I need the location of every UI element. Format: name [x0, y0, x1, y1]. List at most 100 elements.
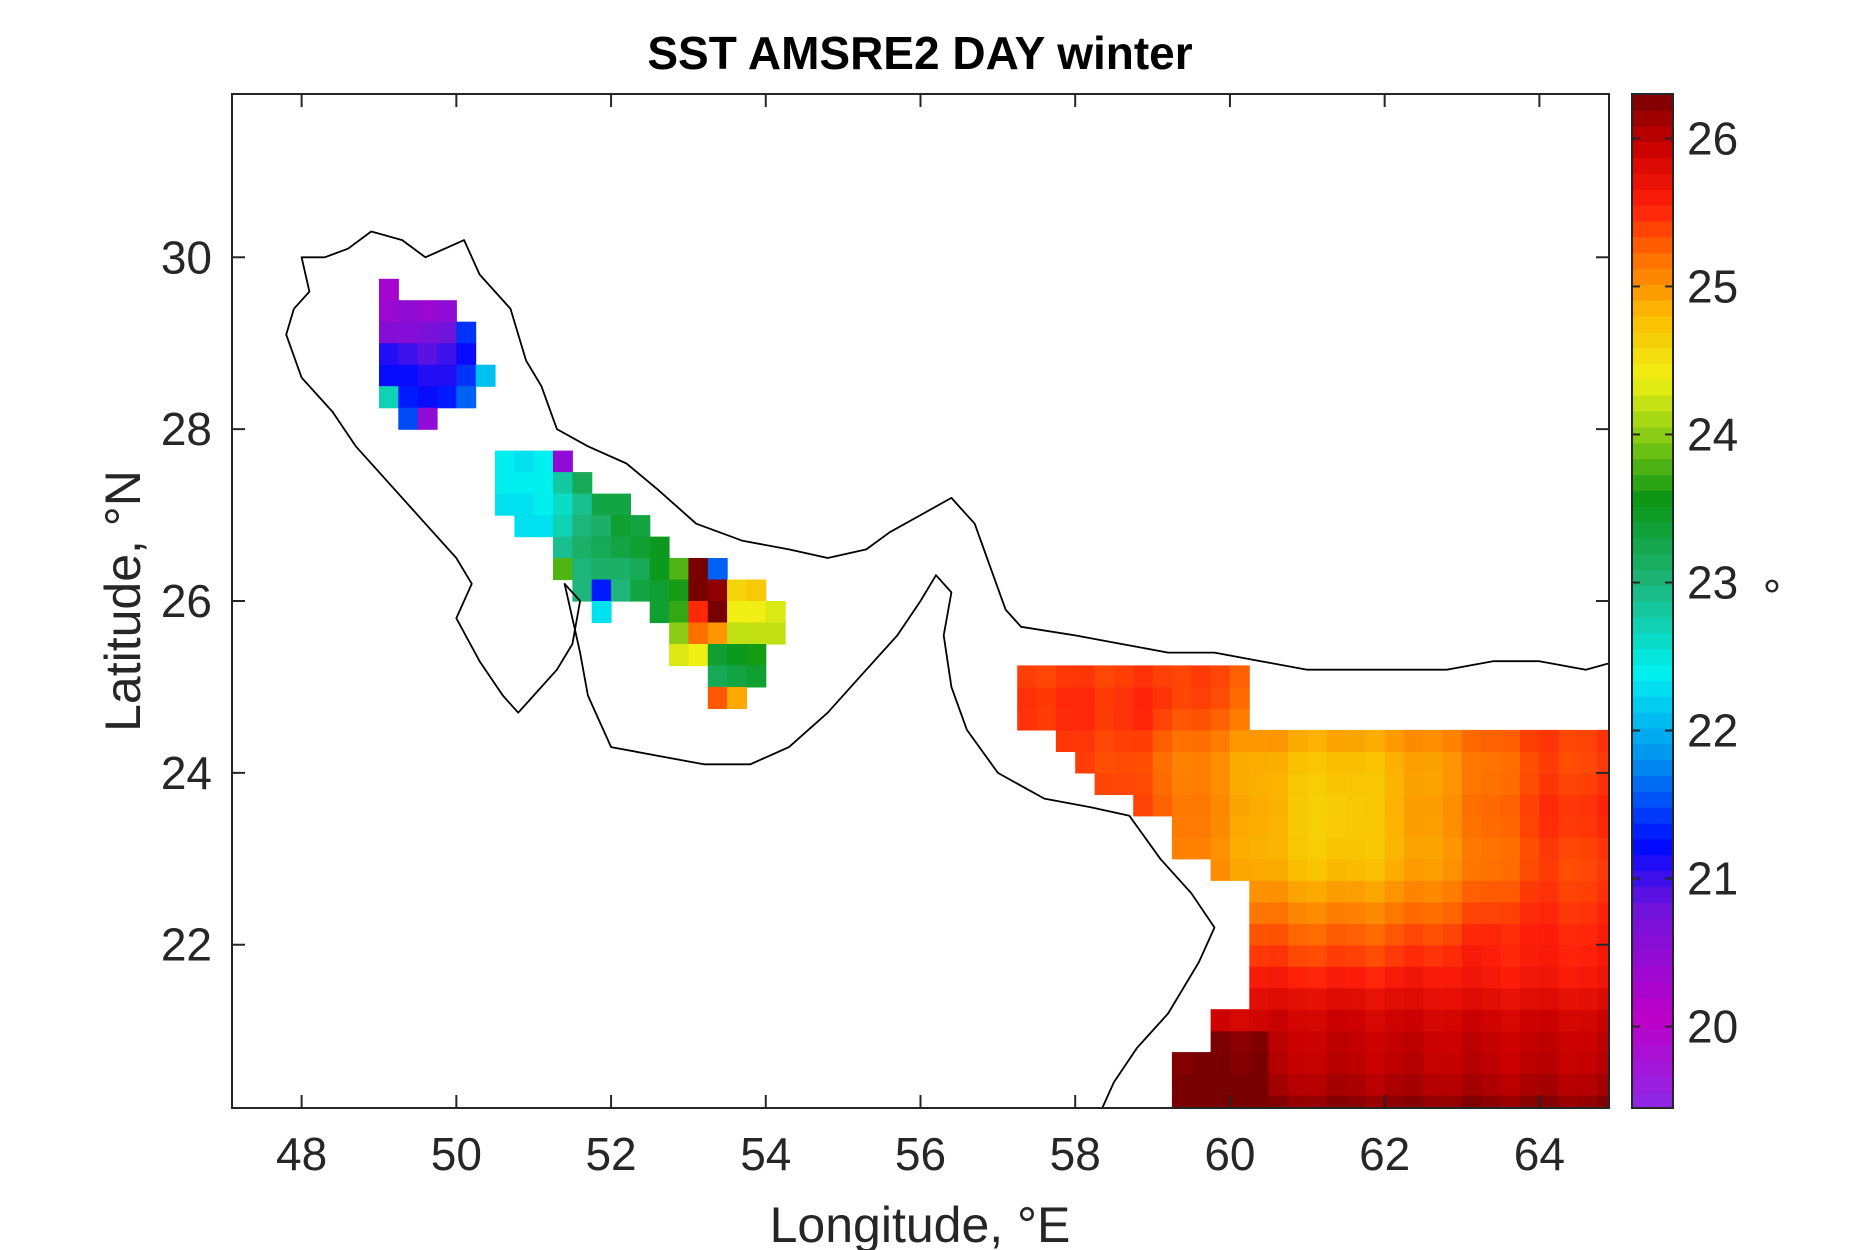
sst-cell: [417, 386, 438, 409]
sst-cell: [1442, 1052, 1463, 1075]
sst-cell: [1210, 794, 1231, 817]
sst-cell: [1423, 880, 1444, 903]
sst-cell: [591, 579, 612, 602]
sst-cell: [417, 321, 438, 344]
sst-cell: [456, 364, 477, 387]
sst-cell: [1307, 1009, 1328, 1032]
colorbar-segment: [1632, 379, 1673, 396]
plot-area: [231, 93, 1610, 1109]
sst-cell: [1578, 858, 1598, 881]
sst-cell: [1500, 987, 1521, 1010]
sst-cell: [1539, 837, 1560, 860]
sst-cell: [1597, 987, 1609, 1010]
colorbar-segment: [1632, 268, 1673, 285]
sst-cell: [1171, 686, 1192, 709]
sst-cell: [1462, 880, 1482, 903]
colorbar-segment: [1632, 997, 1673, 1014]
sst-cell: [1075, 665, 1096, 688]
sst-cell: [1384, 944, 1405, 967]
sst-cell: [1384, 772, 1405, 795]
sst-cell: [591, 493, 612, 516]
sst-cell: [495, 493, 515, 516]
sst-cell: [1597, 923, 1609, 946]
sst-cell: [1423, 901, 1444, 924]
sst-cell: [1442, 944, 1463, 967]
colorbar-segment: [1632, 648, 1673, 666]
sst-cell: [1365, 794, 1386, 817]
sst-cell: [1268, 966, 1289, 989]
sst-cell: [649, 536, 670, 559]
sst-cell: [1384, 966, 1405, 989]
y-tick-label: 28: [161, 403, 212, 455]
sst-cell: [1268, 815, 1289, 838]
sst-cell: [1578, 944, 1598, 967]
sst-cell: [1346, 966, 1366, 989]
sst-cell: [1229, 665, 1250, 688]
sst-cell: [1346, 815, 1366, 838]
sst-cell: [1442, 815, 1463, 838]
colorbar-segment: [1632, 442, 1673, 460]
sst-cell: [1578, 923, 1598, 946]
sst-cell: [1423, 858, 1444, 881]
y-tick-label: 24: [161, 747, 212, 799]
colorbar-segment: [1632, 569, 1673, 586]
sst-cell: [1500, 880, 1521, 903]
sst-cell: [1578, 1095, 1598, 1108]
sst-cell: [1500, 944, 1521, 967]
sst-cell: [707, 622, 728, 645]
sst-cell: [1384, 815, 1405, 838]
sst-cell: [1249, 923, 1270, 946]
sst-cell: [1152, 665, 1173, 688]
sst-cell: [572, 558, 593, 581]
sst-cell: [1152, 751, 1173, 774]
sst-cell: [1191, 1073, 1212, 1096]
sst-cell: [1171, 729, 1192, 752]
sst-cell: [1249, 1052, 1270, 1075]
sst-cell: [630, 515, 651, 538]
colorbar-segment: [1632, 300, 1673, 317]
colorbar-segment: [1632, 886, 1673, 903]
colorbar-segment: [1632, 204, 1673, 222]
sst-cell: [1404, 1009, 1424, 1032]
colorbar-segment: [1632, 141, 1673, 159]
sst-cell: [591, 515, 612, 538]
colorbar-segment: [1632, 252, 1673, 269]
sst-cell: [707, 686, 728, 709]
sst-cell: [1307, 772, 1328, 795]
sst-cell: [1578, 880, 1598, 903]
sst-cell: [1442, 966, 1463, 989]
sst-cell: [1442, 901, 1463, 924]
sst-cell: [1365, 751, 1386, 774]
colorbar-ticks: [1632, 137, 1673, 1028]
colorbar-segment: [1632, 521, 1673, 539]
sst-cell: [1404, 1095, 1424, 1108]
sst-cell: [1481, 1030, 1502, 1053]
colorbar-segment: [1632, 1092, 1673, 1109]
sst-cell: [1384, 987, 1405, 1010]
sst-cell: [1597, 772, 1609, 795]
sst-cell: [1113, 729, 1134, 752]
sst-cell: [1558, 837, 1579, 860]
sst-cell: [1520, 751, 1540, 774]
y-tick-label: 26: [161, 575, 212, 627]
sst-cell: [1365, 1030, 1386, 1053]
sst-cell: [1384, 729, 1405, 752]
sst-cell: [1442, 751, 1463, 774]
sst-cell: [1500, 1073, 1521, 1096]
sst-cell: [1036, 686, 1057, 709]
sst-cell: [417, 364, 438, 387]
sst-cell: [1539, 815, 1560, 838]
sst-cell: [1481, 837, 1502, 860]
colorbar-tick-label: 22: [1687, 705, 1738, 757]
sst-cell: [1365, 729, 1386, 752]
sst-cell: [1597, 901, 1609, 924]
colorbar-segment: [1632, 410, 1673, 428]
sst-cell: [456, 386, 477, 409]
sst-cell: [1442, 1095, 1463, 1108]
sst-cell: [1520, 815, 1540, 838]
sst-cell: [1462, 751, 1482, 774]
sst-cell: [1520, 794, 1540, 817]
sst-cell: [1191, 708, 1212, 731]
sst-cell: [611, 558, 631, 581]
